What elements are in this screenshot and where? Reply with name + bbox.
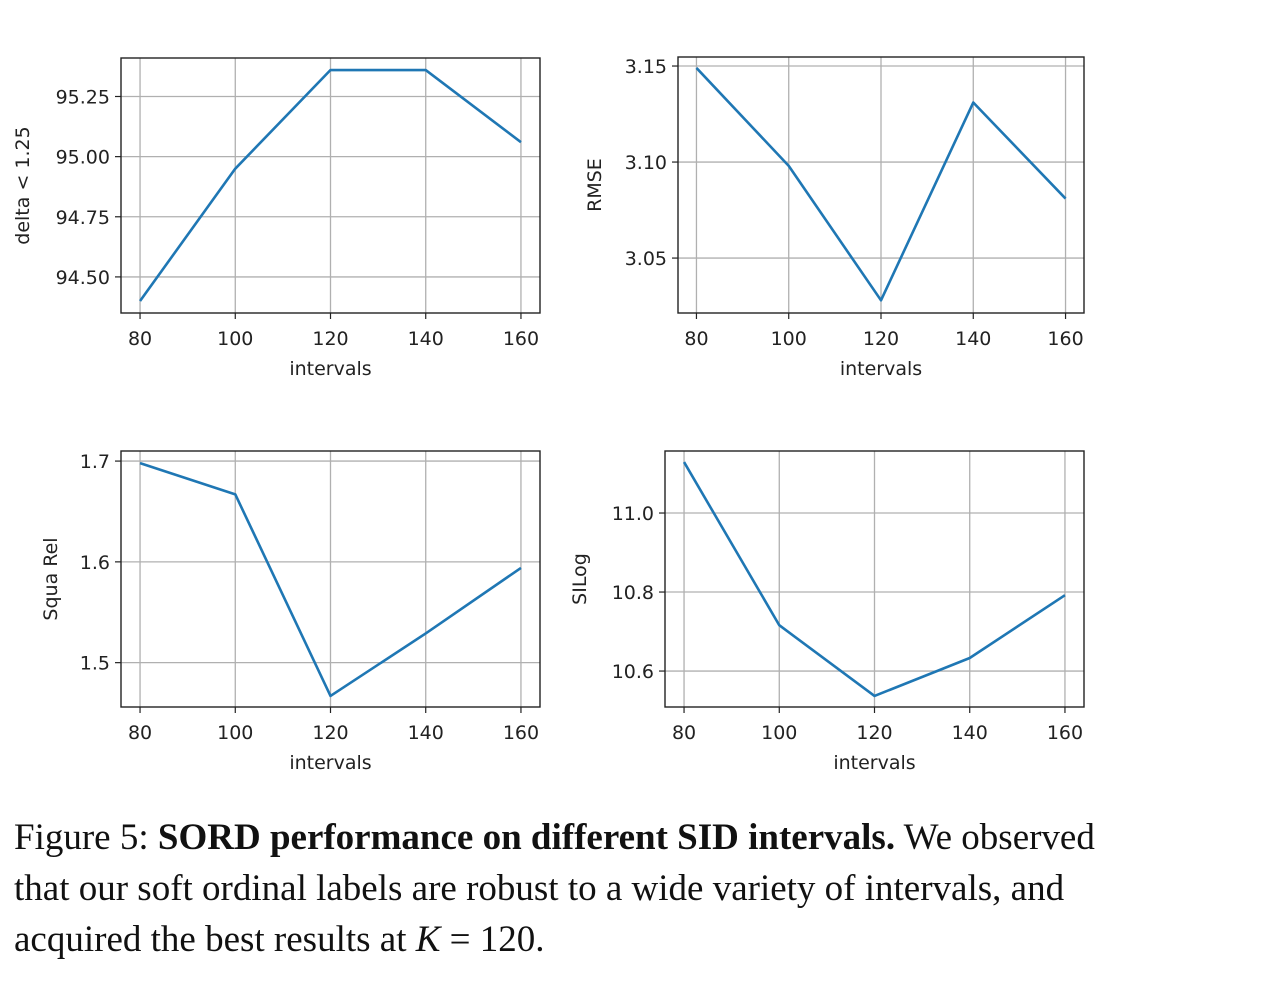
x-tick-label: 100	[771, 328, 807, 350]
y-tick-label: 1.7	[80, 451, 110, 473]
x-tick-label: 140	[408, 722, 444, 744]
figure-caption: Figure 5: SORD performance on different …	[14, 812, 1114, 965]
y-tick-label: 3.10	[625, 152, 667, 174]
axes-frame	[120, 450, 541, 708]
y-tick-label: 1.5	[80, 653, 110, 675]
x-tick-label: 120	[312, 722, 348, 744]
x-tick-label: 140	[952, 722, 988, 744]
y-tick-label: 94.50	[56, 267, 110, 289]
x-tick-label: 80	[672, 722, 696, 744]
x-axis-label: intervals	[289, 752, 371, 774]
y-tick-label: 10.6	[612, 661, 654, 683]
y-axis-label: delta < 1.25	[12, 126, 34, 244]
subplot-1: 80 100 120 140 160 94.50 94.75 95.00 95.25 interv…	[12, 57, 541, 380]
subplot-4: 80 100 120 140 160 10.6 10.8 11.0 intervals SILog	[569, 450, 1085, 774]
x-tick-label: 120	[856, 722, 892, 744]
x-tick-label: 160	[503, 722, 539, 744]
x-tick-label: 100	[217, 328, 253, 350]
y-tick-label: 1.6	[80, 552, 110, 574]
x-tick-label: 80	[128, 328, 152, 350]
y-tick-label: 3.15	[625, 56, 667, 78]
y-tick-label: 3.05	[625, 248, 667, 270]
x-axis-label: intervals	[833, 752, 915, 774]
y-tick-label: 11.0	[612, 503, 654, 525]
figure: 80 100 120 140 160 94.50 94.75 95.00 95.25 interv…	[12, 56, 1085, 774]
x-tick-label: 160	[1047, 722, 1083, 744]
y-tick-label: 95.00	[56, 147, 110, 169]
x-tick-label: 100	[217, 722, 253, 744]
y-tick-label: 10.8	[612, 582, 654, 604]
x-tick-label: 120	[863, 328, 899, 350]
caption-prefix: Figure 5:	[14, 817, 158, 858]
caption-text: We observed that our soft ordinal labels…	[14, 817, 1095, 960]
x-tick-label: 120	[312, 328, 348, 350]
x-tick-label: 140	[408, 328, 444, 350]
caption-math-var: K	[415, 919, 441, 960]
axes-frame	[677, 56, 1085, 314]
x-tick-label: 80	[684, 328, 708, 350]
x-axis-label: intervals	[289, 358, 371, 380]
y-axis-label: SILog	[569, 553, 591, 605]
y-axis-label: Squa Rel	[40, 537, 62, 620]
caption-math-rest: = 120.	[440, 919, 545, 960]
x-tick-label: 140	[955, 328, 991, 350]
y-tick-label: 95.25	[56, 86, 110, 108]
x-tick-label: 160	[503, 328, 539, 350]
subplot-3: 80 100 120 140 160 1.5 1.6 1.7 intervals Squa Rel	[40, 450, 541, 774]
axes-frame	[664, 450, 1085, 708]
axes-frame	[120, 57, 541, 314]
caption-bold: SORD performance on different SID interv…	[157, 817, 896, 858]
x-tick-label: 100	[761, 722, 797, 744]
x-axis-label: intervals	[840, 358, 922, 380]
y-tick-label: 94.75	[56, 207, 110, 229]
subplot-2: 80 100 120 140 160 3.05 3.10 3.15 intervals RMSE	[584, 56, 1085, 380]
x-tick-label: 80	[128, 722, 152, 744]
x-tick-label: 160	[1047, 328, 1083, 350]
y-axis-label: RMSE	[584, 158, 606, 212]
